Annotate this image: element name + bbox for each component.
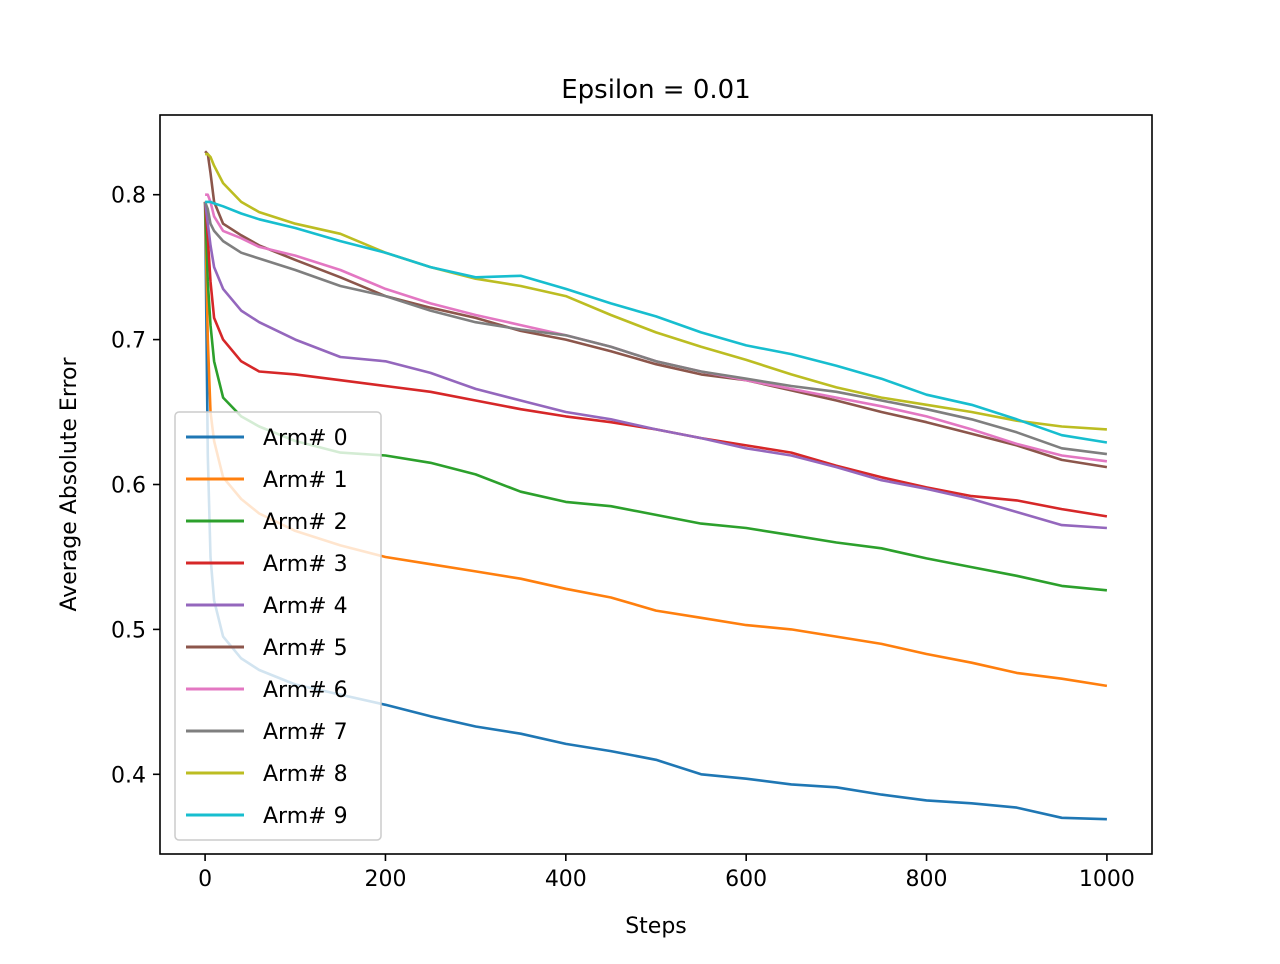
legend-label-arm-9: Arm# 9	[263, 804, 348, 829]
y-tick-label: 0.5	[111, 618, 146, 643]
legend-label-arm-5: Arm# 5	[263, 636, 348, 661]
series-line-arm-6	[205, 193, 1108, 463]
legend-label-arm-4: Arm# 4	[263, 594, 348, 619]
y-tick-label: 0.8	[111, 184, 146, 209]
chart-title: Epsilon = 0.01	[561, 75, 751, 105]
series-line-arm-3	[203, 201, 1108, 518]
series-line-arm-9	[205, 200, 1108, 444]
series-line-arm-8	[205, 152, 1107, 431]
y-tick-label: 0.4	[111, 763, 146, 788]
legend-label-arm-8: Arm# 8	[263, 762, 348, 787]
x-tick-label: 1000	[1079, 867, 1135, 892]
x-tick-label: 400	[545, 867, 587, 892]
y-axis-label: Average Absolute Error	[57, 356, 82, 611]
x-tick-label: 200	[364, 867, 406, 892]
axes-layer: 0 200 400 600 800 1000 0.4 0.5 0.6 0.7 0.8	[111, 184, 1135, 892]
y-tick-label: 0.7	[111, 329, 146, 354]
legend-box	[174, 411, 382, 841]
y-tick-label: 0.6	[111, 474, 146, 499]
legend-label-arm-7: Arm# 7	[263, 720, 348, 745]
legend-label-arm-2: Arm# 2	[263, 510, 348, 535]
series-line-arm-5	[204, 150, 1108, 469]
x-axis-label: Steps	[625, 914, 687, 939]
x-tick-label: 800	[906, 867, 948, 892]
legend-label-arm-6: Arm# 6	[263, 678, 348, 703]
series-line-arm-2	[203, 201, 1108, 592]
x-tick-label: 0	[198, 867, 212, 892]
legend-label-arm-0: Arm# 0	[263, 426, 348, 451]
legend-label-arm-1: Arm# 1	[263, 468, 348, 493]
legend-label-arm-3: Arm# 3	[263, 552, 348, 577]
legend: Arm# 0 Arm# 1 Arm# 2 Arm# 3 Arm# 4 Arm# 5 Arm#…	[174, 411, 382, 841]
x-tick-label: 600	[725, 867, 767, 892]
series-line-arm-7	[203, 201, 1108, 456]
series-line-arm-4	[203, 201, 1107, 530]
